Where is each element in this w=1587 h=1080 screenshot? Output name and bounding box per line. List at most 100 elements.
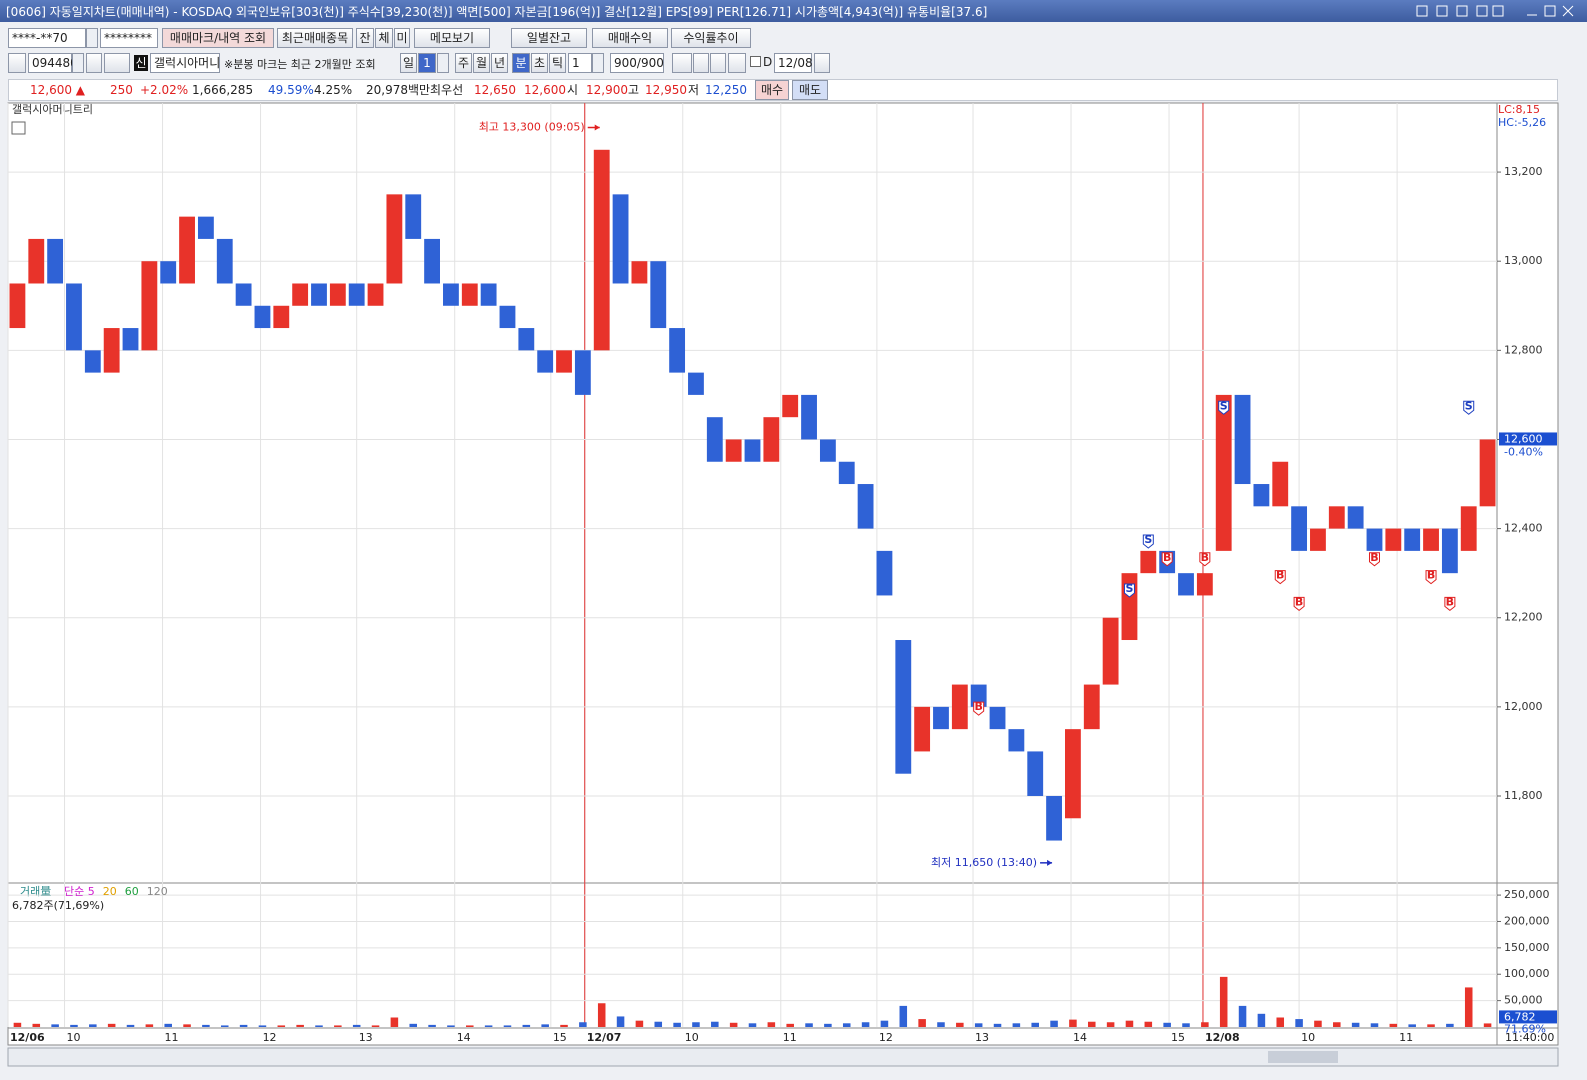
candle xyxy=(1366,528,1383,551)
panel-icon[interactable] xyxy=(8,53,26,73)
volume-bar xyxy=(126,1024,135,1027)
tool-icon[interactable] xyxy=(710,53,726,73)
x-tick-label: 15 xyxy=(553,1031,567,1044)
volume-bar xyxy=(1050,1020,1058,1027)
button[interactable]: 매매수익 xyxy=(592,28,668,48)
y-tick-label: 200,000 xyxy=(1504,914,1550,927)
quote-change: 250 xyxy=(110,83,133,97)
buy-button[interactable]: 매수 xyxy=(755,80,789,100)
password-input[interactable]: ******** xyxy=(100,28,158,48)
y-tick-label: 13,000 xyxy=(1504,254,1543,267)
candle xyxy=(292,283,309,306)
volume-bar xyxy=(239,1024,248,1027)
trade-mark-label: B xyxy=(1370,551,1378,564)
volume-bar xyxy=(202,1024,210,1027)
y-tick-label: 100,000 xyxy=(1504,967,1550,980)
period-button[interactable]: 분 xyxy=(512,53,530,73)
chart-frame xyxy=(7,102,1559,1046)
volume-bar xyxy=(748,1023,757,1027)
volume-bar xyxy=(13,1022,22,1027)
button[interactable]: 일별잔고 xyxy=(511,28,587,48)
dropdown[interactable] xyxy=(72,53,84,73)
button[interactable]: 최근매매종목 xyxy=(277,28,353,48)
button[interactable]: 미 xyxy=(394,28,410,48)
scroll-thumb[interactable] xyxy=(1268,1051,1338,1063)
count-input[interactable]: 900/900 xyxy=(610,53,664,73)
volume-bar xyxy=(447,1025,455,1027)
volume-bar xyxy=(993,1023,1002,1027)
legend-ma: 20 xyxy=(103,885,117,898)
date-input[interactable]: 12/08 xyxy=(774,53,813,73)
icon[interactable] xyxy=(1492,5,1504,17)
candle xyxy=(443,283,459,306)
period-button[interactable]: 주 xyxy=(455,53,472,73)
button[interactable]: 매매마크/내역 조회 xyxy=(162,28,274,48)
candle xyxy=(1065,729,1081,819)
trade-mark xyxy=(1199,552,1211,567)
dropdown[interactable] xyxy=(592,53,604,73)
candle xyxy=(141,261,158,351)
button[interactable]: 메모보기 xyxy=(414,28,490,48)
trade-mark xyxy=(1425,570,1437,585)
x-tick-label: 10 xyxy=(1301,1031,1315,1044)
x-tick-label: 11 xyxy=(1399,1031,1413,1044)
trade-mark xyxy=(1161,552,1173,567)
dropdown[interactable] xyxy=(437,53,449,73)
volume-bar xyxy=(560,1024,568,1027)
candle xyxy=(9,283,26,329)
tool-icon[interactable] xyxy=(672,53,692,73)
icon[interactable] xyxy=(1476,5,1488,17)
period-button[interactable]: 일 xyxy=(400,53,417,73)
button[interactable]: 잔 xyxy=(356,28,374,48)
period-button[interactable]: 틱 xyxy=(549,53,566,73)
icon[interactable] xyxy=(1456,5,1468,17)
code-input[interactable]: 094480 xyxy=(28,53,78,73)
close[interactable] xyxy=(1562,5,1574,17)
quote-volume: 1,666,285 xyxy=(192,83,254,97)
volume-bar xyxy=(729,1022,738,1027)
checkbox[interactable] xyxy=(750,56,761,67)
candle xyxy=(650,261,667,329)
tool-icon[interactable] xyxy=(728,53,746,73)
account-input[interactable]: ****-**70 xyxy=(8,28,86,48)
y-tick-label: 50,000 xyxy=(1504,994,1543,1007)
period-button[interactable]: 1 xyxy=(418,53,436,73)
volume-readout: 6,782주(71,69%) xyxy=(12,899,104,912)
volume-bar xyxy=(956,1022,964,1027)
scrollbar[interactable] xyxy=(7,1047,1559,1067)
legend-ma: 120 xyxy=(147,885,168,898)
dropdown[interactable] xyxy=(86,28,98,48)
button[interactable]: 체 xyxy=(375,28,393,48)
tool-icon[interactable] xyxy=(693,53,709,73)
search-icon[interactable] xyxy=(86,53,102,73)
annotation-text: 최저 11,650 (13:40) xyxy=(931,856,1037,869)
maximize[interactable] xyxy=(1544,5,1556,17)
date-flag: D xyxy=(763,55,773,69)
trade-mark xyxy=(1368,552,1380,567)
candle xyxy=(1441,528,1458,574)
button[interactable]: 수익률추이 xyxy=(671,28,751,48)
window-controls[interactable] xyxy=(1415,4,1575,18)
period-button[interactable]: 월 xyxy=(473,53,490,73)
icon[interactable] xyxy=(1416,5,1428,17)
volume-bar xyxy=(1351,1022,1360,1027)
interval-input[interactable]: 1 xyxy=(568,53,592,73)
volume-bar xyxy=(616,1016,625,1027)
period-button[interactable]: 년 xyxy=(491,53,508,73)
table-icon[interactable] xyxy=(11,121,26,135)
icon[interactable] xyxy=(1436,5,1448,17)
y-tick-label: 11,800 xyxy=(1504,789,1543,802)
candle xyxy=(103,328,120,373)
sell-button[interactable]: 매도 xyxy=(792,80,828,100)
calendar-icon[interactable] xyxy=(814,53,830,73)
candle xyxy=(461,283,478,306)
x-tick-label: 13 xyxy=(359,1031,373,1044)
candle xyxy=(1385,528,1402,551)
volume-bar xyxy=(974,1023,983,1027)
sound-icon[interactable] xyxy=(104,53,130,73)
candle xyxy=(1347,506,1364,529)
candle xyxy=(348,283,365,306)
candle xyxy=(744,439,761,462)
period-button[interactable]: 초 xyxy=(531,53,548,73)
